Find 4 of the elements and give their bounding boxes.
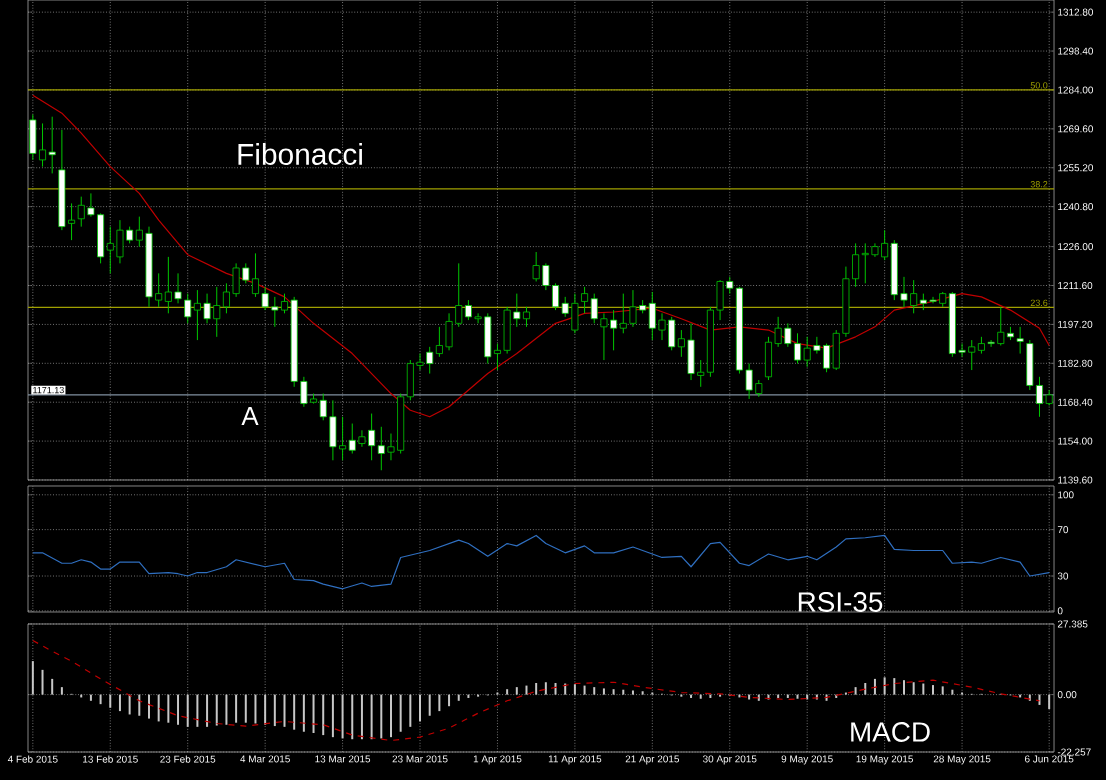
annotation: A [241,407,259,425]
annotation: MACD [851,722,930,742]
annotation: Fibonacci [238,143,362,165]
annotation: RSI-35 [798,592,883,612]
